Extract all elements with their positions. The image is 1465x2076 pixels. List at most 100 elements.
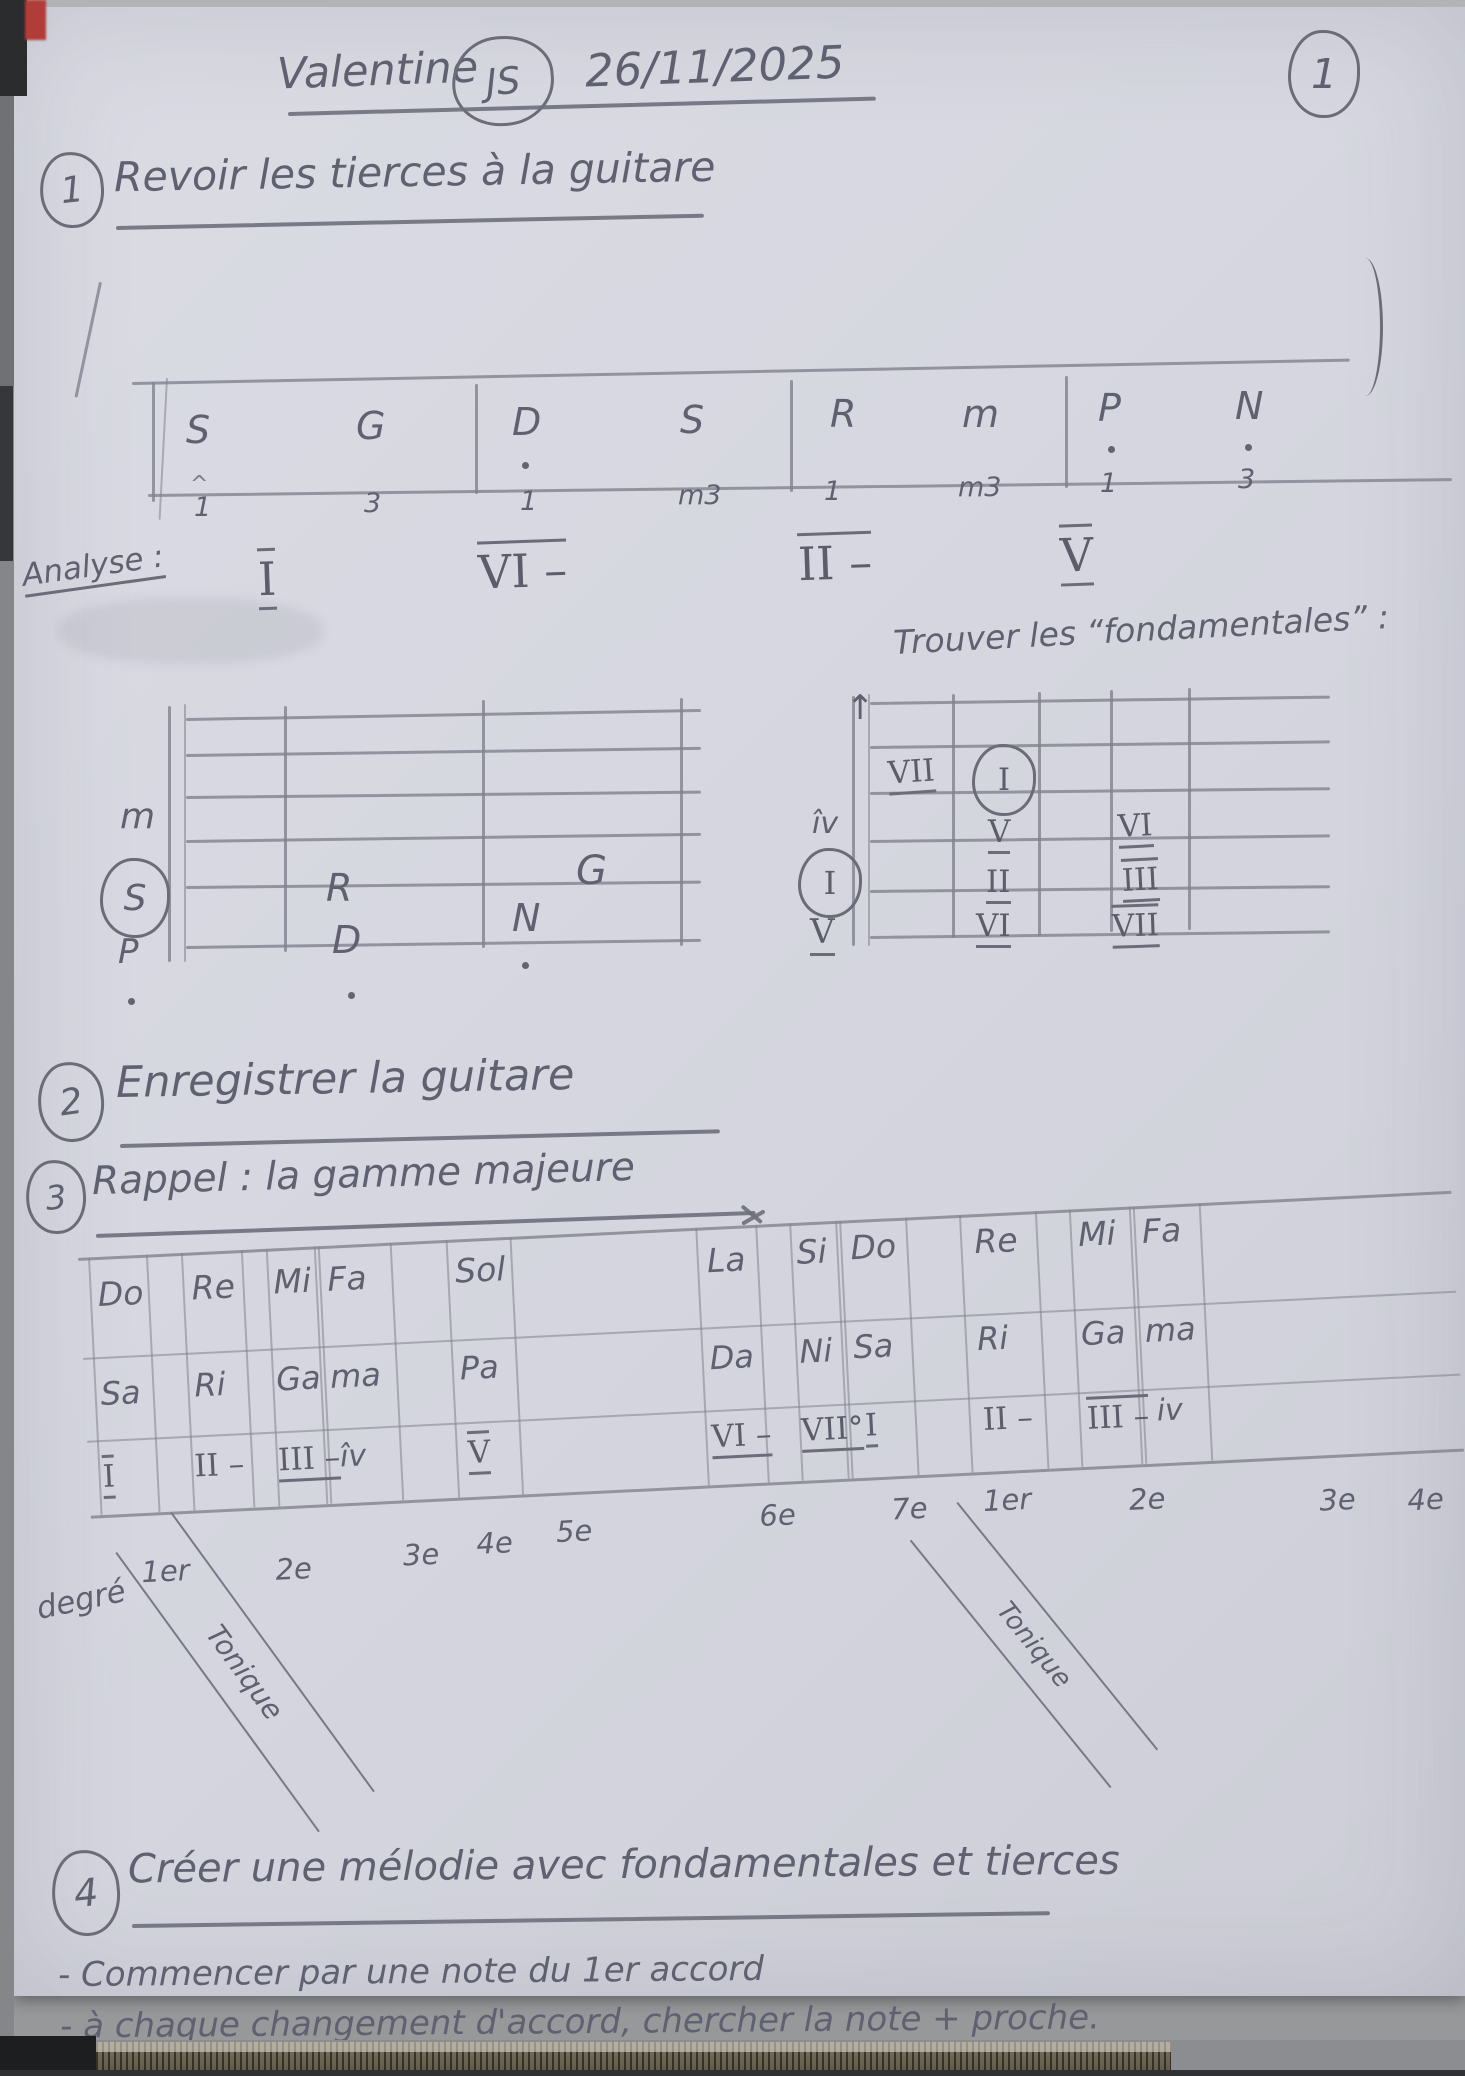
roman-cell: îv — [339, 1438, 367, 1475]
sargam-cell: Sa — [99, 1373, 142, 1414]
sargam-cell: Ri — [976, 1318, 1010, 1359]
fret-line — [482, 700, 485, 948]
roman-cell: II – — [193, 1446, 246, 1485]
interval: 1 — [520, 486, 538, 517]
cell-line — [905, 1217, 920, 1476]
open-string-label: m — [120, 796, 156, 837]
octave-dot — [348, 992, 355, 999]
octave-dot — [1108, 446, 1115, 453]
degree-position: 7e — [890, 1490, 929, 1527]
sargam-cell: ma — [1143, 1309, 1197, 1350]
sargam-cell: Ni — [798, 1331, 834, 1371]
fret-position: VI — [976, 908, 1011, 948]
solfege-cell: Mi — [1077, 1213, 1117, 1255]
fret-position: II — [986, 864, 1011, 904]
sargam-cell: ma — [329, 1355, 382, 1396]
lesson-date: 26/11/2025 — [584, 35, 846, 98]
chord-note: m — [962, 392, 1000, 436]
up-arrow-icon: ↑ — [846, 688, 875, 728]
chord-note: N — [1235, 384, 1264, 428]
dark-corner-object — [0, 0, 27, 96]
analysis-numeral: V — [1058, 523, 1095, 587]
sargam-cell: Sa — [852, 1326, 895, 1367]
interval: 1 — [1100, 468, 1118, 499]
open-string-label: P — [118, 932, 139, 972]
fret-position: III — [1120, 857, 1160, 903]
degree-position: 2e — [1128, 1481, 1167, 1517]
chordchart-divider-1 — [475, 384, 478, 494]
degree-position: 3e — [402, 1536, 441, 1573]
chord-note: R — [830, 392, 857, 436]
ruler-top-edge — [96, 2042, 1171, 2052]
chord-note: S — [186, 408, 211, 452]
fretted-note: R — [326, 866, 353, 910]
sargam-cell: Ga — [275, 1358, 322, 1399]
roman-cell: II – — [982, 1399, 1034, 1438]
fret-position: VII — [886, 752, 937, 796]
fretted-note: D — [332, 918, 362, 962]
chord-note: G — [356, 404, 386, 448]
chord-note: D — [512, 400, 542, 444]
section4-title: Créer une mélodie avec fondamentales et … — [127, 1837, 1120, 1893]
open-position-label: îv — [812, 806, 839, 841]
interval: m3 — [958, 472, 1002, 503]
degree-position: 3e — [1318, 1481, 1357, 1518]
cell-line — [1034, 1211, 1050, 1469]
solfege-cell: Do — [96, 1272, 145, 1315]
solfege-cell: Re — [973, 1220, 1019, 1262]
fret-position: VII — [1111, 903, 1160, 949]
interval: 3 — [364, 488, 382, 519]
sargam-cell: Da — [708, 1337, 755, 1378]
analysis-numeral: VI – — [477, 538, 569, 600]
fret-line — [1110, 690, 1113, 932]
chordchart-divider-2 — [790, 380, 793, 492]
interval: 1 — [194, 492, 212, 523]
roman-cell: I — [864, 1407, 879, 1448]
roman-cell: VII° — [800, 1409, 865, 1453]
interval: 1 — [824, 476, 842, 507]
solfege-cell: Fa — [326, 1257, 368, 1299]
octave-dot — [522, 462, 529, 469]
solfege-cell: Mi — [272, 1260, 312, 1302]
left-edge-dark-patch — [0, 386, 13, 561]
cell-line — [1198, 1203, 1214, 1461]
roman-cell: I — [101, 1454, 117, 1500]
fret-line — [952, 694, 955, 938]
octave-dot — [1245, 444, 1252, 451]
fret-position-circled: I — [972, 744, 1036, 816]
bottom-edge-shadow — [0, 2070, 1465, 2076]
erased-pencil-smudge — [58, 598, 323, 664]
solfege-cell: Fa — [1141, 1210, 1183, 1251]
fret-line — [284, 706, 287, 952]
tonic-caret: ^ — [190, 472, 209, 497]
solfege-cell: La — [705, 1239, 747, 1281]
octave-dot — [522, 962, 529, 969]
roman-cell: VI – — [710, 1416, 773, 1460]
table-line — [82, 1290, 1457, 1360]
fret-line — [1188, 688, 1191, 930]
fret-position: V — [988, 814, 1011, 854]
degree-position: 2e — [274, 1550, 313, 1587]
roman-cell: iv — [1155, 1392, 1184, 1429]
roman-cell: III – — [1085, 1393, 1150, 1437]
fret-position: VI — [1116, 807, 1154, 849]
sargam-cell: Ga — [1079, 1312, 1127, 1354]
interval: m3 — [678, 480, 722, 511]
chord-note: S — [680, 398, 705, 442]
fretted-note: G — [576, 848, 607, 894]
sargam-cell: Pa — [458, 1347, 500, 1388]
open-position-label: V — [810, 912, 835, 956]
paper-sheet — [14, 6, 1465, 1996]
red-mark — [25, 0, 46, 40]
solfege-cell: Sol — [454, 1249, 507, 1291]
solfege-cell: Si — [795, 1231, 828, 1272]
octave-dot — [128, 998, 135, 1005]
solfege-cell: Re — [190, 1266, 236, 1308]
cell-line — [389, 1242, 405, 1501]
open-string-label-circled: S — [100, 858, 170, 938]
solfege-cell: Do — [849, 1226, 897, 1268]
section2-title: Enregistrer la guitare — [115, 1050, 575, 1108]
page-number: 1 — [1288, 30, 1360, 118]
degree-position: 6e — [758, 1497, 797, 1534]
